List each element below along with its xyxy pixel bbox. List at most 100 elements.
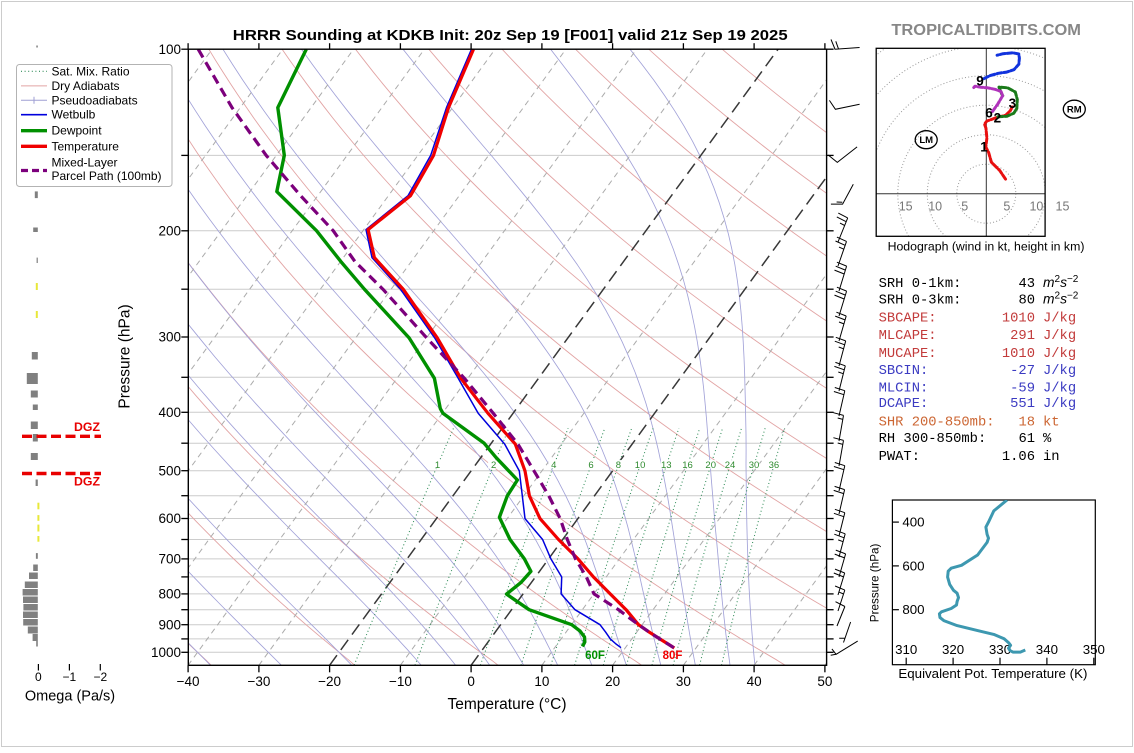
svg-text:80: 80 xyxy=(1018,293,1035,308)
svg-text:in: in xyxy=(1043,449,1060,465)
svg-text:20: 20 xyxy=(705,460,716,471)
svg-text:13: 13 xyxy=(661,460,672,471)
svg-text:30: 30 xyxy=(749,460,760,471)
svg-text:200: 200 xyxy=(158,223,181,238)
svg-text:15: 15 xyxy=(899,200,913,214)
svg-text:20: 20 xyxy=(605,674,620,689)
svg-text:MLCIN:: MLCIN: xyxy=(879,381,929,396)
svg-text:PWAT:: PWAT: xyxy=(879,450,920,465)
svg-text:Sat. Mix. Ratio: Sat. Mix. Ratio xyxy=(52,64,130,78)
svg-text:10: 10 xyxy=(534,674,549,689)
svg-text:-59: -59 xyxy=(1010,381,1035,396)
svg-text:0: 0 xyxy=(35,670,42,684)
svg-text:30: 30 xyxy=(676,674,691,689)
svg-text:800: 800 xyxy=(158,587,181,602)
svg-text:-27: -27 xyxy=(1010,364,1035,379)
svg-text:SRH 0-3km:: SRH 0-3km: xyxy=(879,292,962,308)
svg-text:5: 5 xyxy=(961,200,968,214)
svg-text:m2s−2: m2s−2 xyxy=(1043,274,1079,290)
svg-text:1: 1 xyxy=(435,460,440,471)
svg-text:1010: 1010 xyxy=(1002,347,1035,362)
svg-text:J/kg: J/kg xyxy=(1043,346,1076,362)
svg-text:DCAPE:: DCAPE: xyxy=(879,397,929,412)
svg-text:340: 340 xyxy=(1036,642,1058,657)
svg-text:−1: −1 xyxy=(63,670,77,684)
svg-text:Pressure (hPa): Pressure (hPa) xyxy=(869,544,882,623)
svg-text:J/kg: J/kg xyxy=(1043,396,1076,412)
svg-text:Omega (Pa/s): Omega (Pa/s) xyxy=(25,689,115,705)
svg-text:1.06: 1.06 xyxy=(1002,450,1035,465)
svg-text:16: 16 xyxy=(682,460,693,471)
svg-text:DGZ: DGZ xyxy=(74,475,100,489)
svg-text:400: 400 xyxy=(158,405,181,420)
svg-text:500: 500 xyxy=(158,463,181,478)
svg-text:Pseudoadiabats: Pseudoadiabats xyxy=(52,93,138,107)
svg-text:900: 900 xyxy=(158,617,181,632)
svg-text:Hodograph (wind in kt, height: Hodograph (wind in kt, height in km) xyxy=(888,240,1085,254)
svg-text:HRRR Sounding at KDKB Init: 20: HRRR Sounding at KDKB Init: 20z Sep 19 [… xyxy=(233,28,788,44)
svg-text:SBCIN:: SBCIN: xyxy=(879,364,929,379)
svg-text:−40: −40 xyxy=(177,674,200,689)
svg-text:−10: −10 xyxy=(389,674,412,689)
svg-text:310: 310 xyxy=(895,642,917,657)
svg-text:m2s−2: m2s−2 xyxy=(1043,290,1079,306)
svg-text:300: 300 xyxy=(158,330,181,345)
svg-text:6: 6 xyxy=(588,460,593,471)
svg-text:6: 6 xyxy=(985,106,993,121)
svg-text:TROPICALTIDBITS.COM: TROPICALTIDBITS.COM xyxy=(891,22,1081,39)
svg-text:8: 8 xyxy=(616,460,621,471)
svg-text:Wetbulb: Wetbulb xyxy=(52,108,96,122)
svg-text:50: 50 xyxy=(817,674,832,689)
svg-text:Equivalent Pot. Temperature (K: Equivalent Pot. Temperature (K) xyxy=(898,666,1087,681)
svg-text:100: 100 xyxy=(158,42,181,57)
svg-text:80F: 80F xyxy=(663,650,683,662)
svg-text:4: 4 xyxy=(551,460,556,471)
svg-text:LM: LM xyxy=(919,135,933,146)
svg-text:700: 700 xyxy=(158,552,181,567)
svg-text:3: 3 xyxy=(1009,96,1017,111)
svg-text:9: 9 xyxy=(976,74,984,89)
svg-text:10: 10 xyxy=(928,200,942,214)
svg-text:SHR 200-850mb:: SHR 200-850mb: xyxy=(879,415,995,431)
svg-text:1: 1 xyxy=(980,140,988,155)
svg-text:40: 40 xyxy=(747,674,762,689)
svg-text:10: 10 xyxy=(1029,200,1043,214)
svg-text:5: 5 xyxy=(1003,200,1010,214)
svg-text:551: 551 xyxy=(1010,397,1035,412)
svg-text:400: 400 xyxy=(902,515,924,530)
svg-text:61: 61 xyxy=(1018,432,1035,447)
svg-text:320: 320 xyxy=(942,642,964,657)
svg-text:Pressure (hPa): Pressure (hPa) xyxy=(117,304,134,408)
svg-text:−30: −30 xyxy=(247,674,270,689)
svg-text:MLCAPE:: MLCAPE: xyxy=(879,329,937,344)
svg-text:J/kg: J/kg xyxy=(1043,363,1076,379)
svg-text:−2: −2 xyxy=(93,670,107,684)
svg-text:350: 350 xyxy=(1083,642,1105,657)
svg-text:15: 15 xyxy=(1056,200,1070,214)
svg-text:Mixed-Layer: Mixed-Layer xyxy=(52,155,118,169)
svg-text:Dry Adiabats: Dry Adiabats xyxy=(52,79,120,93)
svg-text:J/kg: J/kg xyxy=(1043,380,1076,396)
svg-text:330: 330 xyxy=(989,642,1011,657)
svg-text:24: 24 xyxy=(725,460,736,471)
svg-text:Dewpoint: Dewpoint xyxy=(52,124,103,138)
svg-text:SRH 0-1km:: SRH 0-1km: xyxy=(879,276,962,292)
svg-text:kt: kt xyxy=(1043,415,1060,431)
svg-text:RH 300-850mb:: RH 300-850mb: xyxy=(879,431,987,447)
svg-text:60F: 60F xyxy=(585,650,605,662)
svg-text:1010: 1010 xyxy=(1002,312,1035,327)
svg-text:%: % xyxy=(1043,432,1052,447)
svg-text:MUCAPE:: MUCAPE: xyxy=(879,347,937,362)
svg-text:800: 800 xyxy=(902,602,924,617)
svg-text:1000: 1000 xyxy=(151,645,181,660)
svg-text:−20: −20 xyxy=(318,674,341,689)
svg-text:Temperature: Temperature xyxy=(52,139,120,153)
svg-text:18: 18 xyxy=(1018,416,1035,431)
svg-text:DGZ: DGZ xyxy=(74,420,100,434)
svg-text:SBCAPE:: SBCAPE: xyxy=(879,312,937,327)
svg-text:36: 36 xyxy=(769,460,780,471)
svg-text:0: 0 xyxy=(467,674,475,689)
svg-text:RM: RM xyxy=(1067,105,1082,116)
svg-text:J/kg: J/kg xyxy=(1043,311,1076,327)
svg-text:Temperature (°C): Temperature (°C) xyxy=(447,696,566,713)
